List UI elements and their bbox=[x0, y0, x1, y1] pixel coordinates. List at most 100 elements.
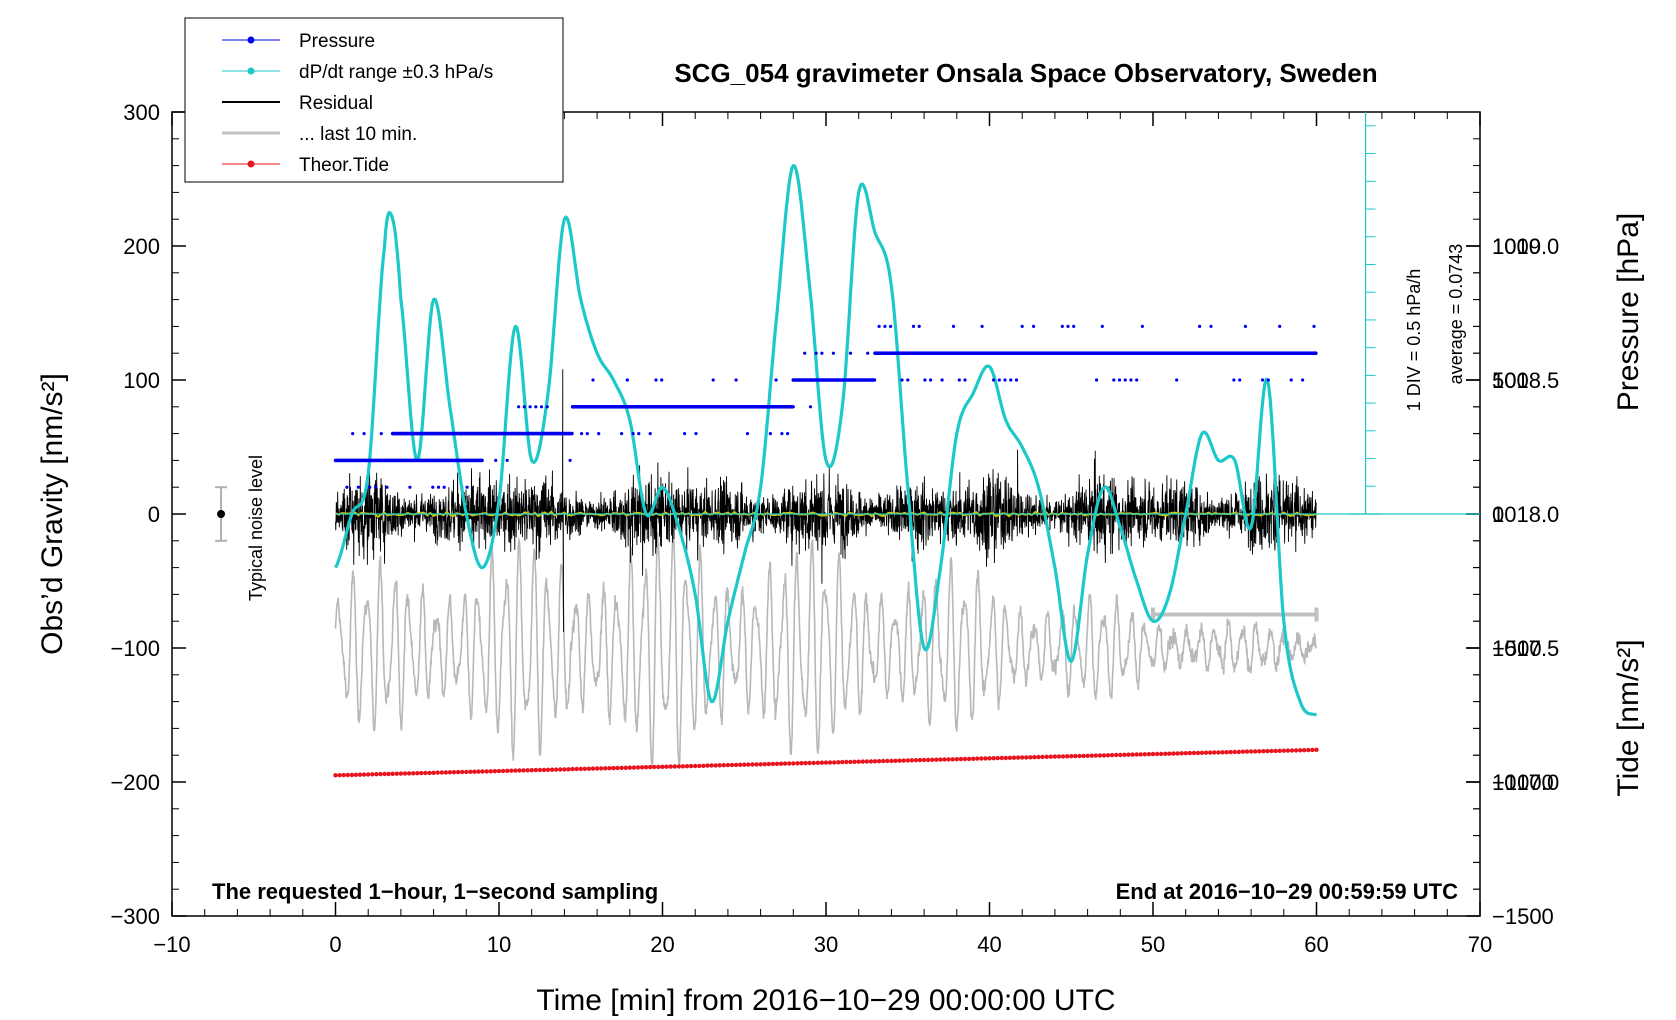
legend-item-tide: Theor.Tide bbox=[222, 155, 389, 176]
tide-point bbox=[827, 760, 833, 765]
pressure-point bbox=[379, 432, 383, 436]
pressure-point bbox=[545, 405, 549, 409]
pressure-point bbox=[385, 485, 389, 489]
pressure-point bbox=[597, 432, 601, 436]
tide-point bbox=[468, 769, 473, 774]
pressure-point bbox=[631, 432, 635, 436]
pressure-point bbox=[803, 351, 807, 355]
tide-point bbox=[1081, 753, 1086, 759]
tide-point bbox=[1073, 753, 1078, 759]
tide-point bbox=[733, 762, 739, 768]
tide-point bbox=[594, 766, 600, 771]
tide-point bbox=[1105, 753, 1111, 758]
tide-point bbox=[819, 760, 825, 765]
tide-point bbox=[1208, 750, 1213, 755]
pressure-point bbox=[1020, 324, 1024, 328]
pressure-point bbox=[694, 432, 698, 436]
tide-point bbox=[517, 768, 522, 773]
tide-point bbox=[423, 770, 428, 776]
tide-point bbox=[921, 757, 927, 763]
tide-point bbox=[492, 769, 498, 774]
tide-point bbox=[554, 767, 559, 772]
pressure-point bbox=[940, 378, 944, 382]
tide-point bbox=[860, 759, 865, 764]
tide-point bbox=[1306, 747, 1311, 753]
pressure-point bbox=[436, 485, 441, 489]
tide-point bbox=[558, 767, 563, 772]
y-tick-label: −100 bbox=[110, 636, 160, 661]
dpdt-line bbox=[334, 164, 1317, 717]
tide-point bbox=[668, 764, 673, 769]
observed-gravity-series bbox=[334, 532, 1317, 767]
tide-point bbox=[1285, 748, 1291, 753]
tide-point bbox=[1224, 750, 1229, 755]
tide-tick-label: 500 bbox=[1492, 368, 1529, 393]
tide-point bbox=[500, 768, 506, 774]
tide-point bbox=[545, 767, 551, 772]
tide-point bbox=[431, 770, 436, 775]
note-sampling: The requested 1−hour, 1−second sampling bbox=[212, 879, 658, 904]
tide-point bbox=[1101, 753, 1107, 758]
tide-point bbox=[1171, 751, 1176, 756]
pressure-point bbox=[480, 458, 484, 463]
tide-point bbox=[876, 759, 882, 764]
tide-point bbox=[549, 767, 555, 772]
tide-point bbox=[460, 769, 465, 775]
tide-point bbox=[1048, 754, 1054, 759]
tide-point bbox=[950, 757, 955, 762]
tide-point bbox=[1126, 752, 1131, 757]
tide-point bbox=[729, 762, 735, 768]
tide-point bbox=[1159, 751, 1164, 757]
tide-point bbox=[415, 771, 420, 776]
tide-point bbox=[672, 764, 677, 769]
pressure-point bbox=[923, 378, 927, 382]
tide-point bbox=[1093, 753, 1099, 758]
pressure-point bbox=[459, 432, 463, 436]
pressure-point bbox=[477, 432, 481, 436]
tide-point bbox=[1248, 749, 1254, 754]
tide-point bbox=[844, 759, 849, 765]
tide-point bbox=[1114, 752, 1119, 758]
pressure-point bbox=[768, 432, 773, 436]
tide-point bbox=[868, 759, 874, 764]
tide-point bbox=[574, 766, 579, 772]
y-tick-label: 0 bbox=[148, 502, 160, 527]
pressure-point bbox=[660, 378, 664, 382]
tide-point bbox=[443, 770, 449, 775]
y-tick-label: 200 bbox=[123, 234, 160, 259]
tide-tick-label: 1000 bbox=[1492, 234, 1541, 259]
y-tick-label: −200 bbox=[110, 770, 160, 795]
pressure-point bbox=[883, 324, 887, 328]
tide-point bbox=[1085, 753, 1090, 758]
pressure-point bbox=[1289, 378, 1293, 382]
tide-point bbox=[1265, 748, 1270, 754]
pressure-point bbox=[465, 485, 469, 489]
tide-point bbox=[958, 756, 964, 762]
pressure-point bbox=[517, 405, 521, 409]
pressure-point bbox=[637, 432, 641, 436]
tide-point bbox=[370, 772, 375, 777]
tide-point bbox=[505, 768, 510, 773]
tide-point bbox=[787, 761, 792, 766]
tide-point bbox=[864, 759, 870, 764]
pressure-point bbox=[356, 485, 360, 489]
tide-point bbox=[652, 764, 657, 770]
pressure-point bbox=[1140, 324, 1144, 328]
legend: Pressure dP/dt range ±0.3 hPa/s Residual… bbox=[184, 17, 564, 183]
pressure-point bbox=[889, 324, 893, 328]
tide-point bbox=[1273, 748, 1278, 754]
tide-point bbox=[742, 762, 747, 767]
tide-point bbox=[811, 760, 816, 766]
pressure-point bbox=[625, 378, 629, 382]
pressure-point bbox=[345, 485, 349, 489]
tide-point bbox=[799, 761, 804, 766]
tide-point bbox=[954, 757, 959, 762]
pressure-point bbox=[1135, 378, 1139, 382]
tide-point bbox=[394, 771, 399, 776]
tide-point bbox=[447, 770, 453, 775]
dpdt-scale bbox=[1349, 112, 1382, 515]
legend-marker-dpdt bbox=[247, 67, 255, 75]
pressure-point bbox=[906, 378, 910, 382]
pressure-point bbox=[494, 458, 498, 462]
tide-point bbox=[357, 772, 363, 777]
